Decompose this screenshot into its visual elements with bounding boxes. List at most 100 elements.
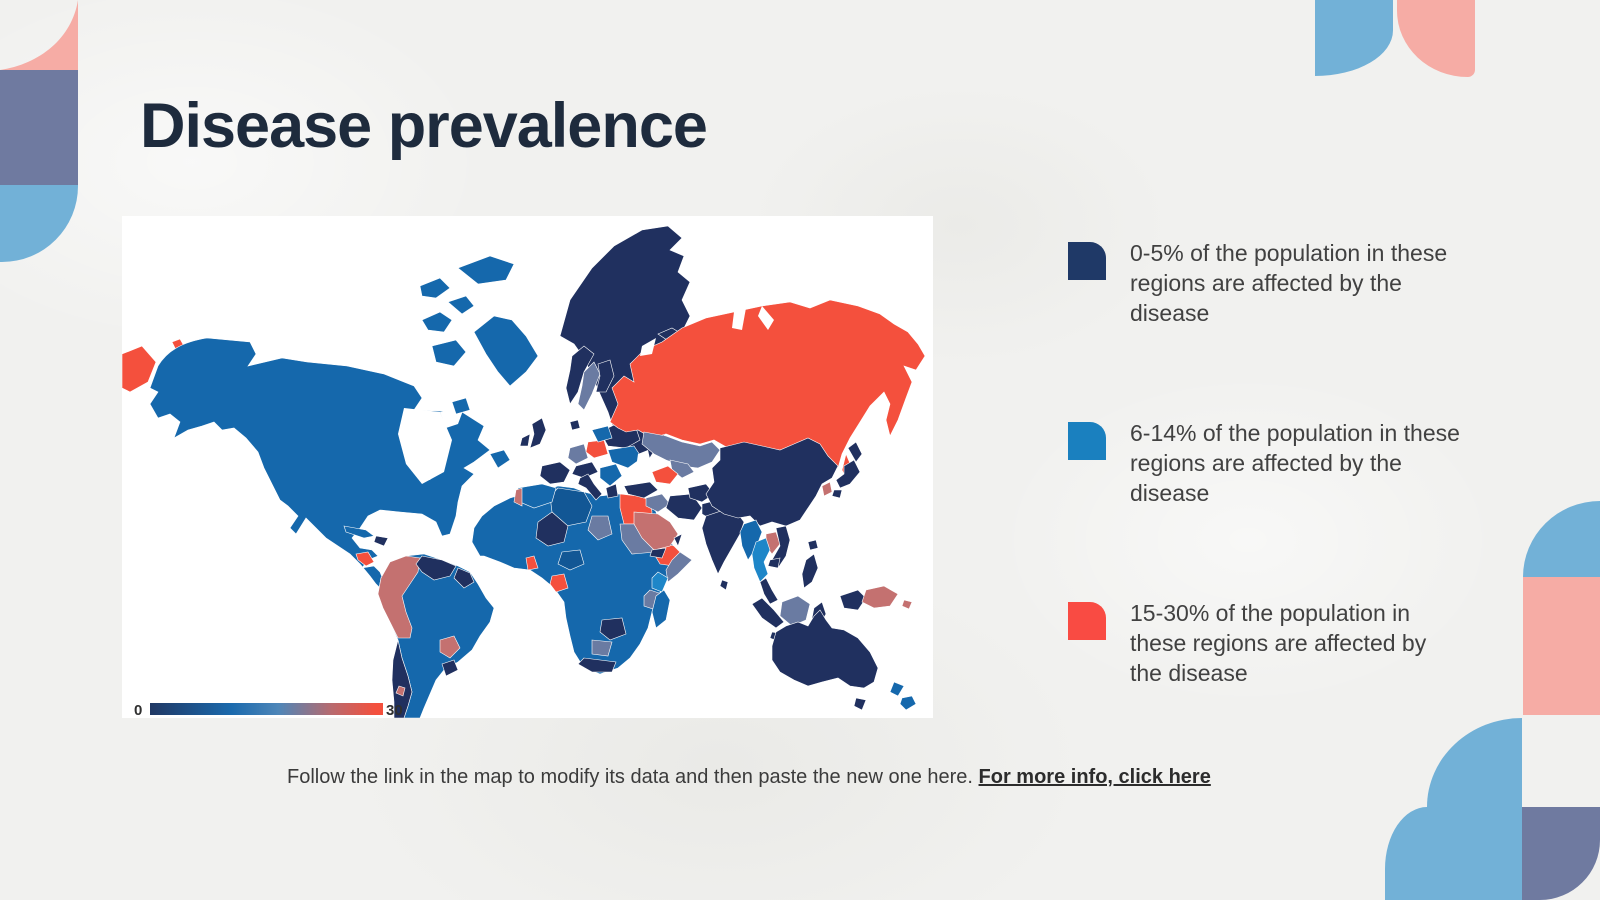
region-nigeria [557, 549, 585, 571]
region-balkans [599, 463, 623, 487]
region-south-america [377, 553, 495, 718]
footer-more-info-link[interactable]: For more info, click here [978, 766, 1211, 788]
colorbar [150, 703, 383, 715]
region-ireland [519, 433, 531, 447]
region-guyanas [453, 567, 475, 589]
region-sweden [577, 361, 601, 411]
great-lakes [414, 468, 434, 480]
region-arctic-island-qe2 [447, 295, 475, 315]
region-north-america [149, 337, 491, 593]
region-somalia [665, 551, 693, 583]
region-poland [585, 439, 609, 459]
region-kazakhstan [641, 431, 721, 469]
region-vietnam [771, 525, 791, 569]
page-title: Disease prevalence [140, 91, 708, 161]
decor-bottom-right-blue-quarter [1427, 718, 1522, 807]
region-greece [605, 483, 619, 499]
legend-swatch-blue [1068, 422, 1106, 460]
region-arctic-island-banks [421, 311, 453, 333]
region-philippines [801, 553, 819, 589]
region-norway [565, 345, 595, 405]
region-west-papua [839, 589, 867, 611]
region-germany [567, 443, 589, 465]
region-malay-peninsula [759, 577, 779, 605]
legend-swatch-red [1068, 602, 1106, 640]
footer-text: Follow the link in the map to modify its… [287, 766, 979, 788]
yenisei-gulf [758, 306, 774, 330]
legend-item-6-14: 6-14% of the population in these regions… [1068, 418, 1460, 508]
region-oman [673, 533, 683, 547]
region-new-zealand-south [899, 695, 917, 711]
region-new-zealand-north [889, 681, 905, 697]
region-botswana [591, 639, 613, 657]
region-chukotka [122, 345, 157, 393]
world-choropleth-map: 0 30 [122, 225, 926, 718]
region-sri-lanka [719, 579, 729, 591]
region-france [539, 461, 571, 485]
region-turkmenistan [651, 465, 679, 485]
region-tasmania [853, 697, 867, 711]
decor-bottom-right-slate-shape [1522, 807, 1600, 900]
region-thailand [751, 537, 771, 583]
region-gabon [549, 573, 569, 593]
region-turkey [623, 481, 659, 499]
region-portugal [513, 487, 523, 507]
region-yemen [649, 547, 667, 559]
region-japan-kyushu [831, 489, 843, 499]
region-solomons [901, 599, 913, 610]
ob-gulf [732, 308, 746, 330]
region-italy [577, 473, 603, 501]
white-sea [640, 338, 656, 356]
footer-note: Follow the link in the map to modify its… [287, 766, 1297, 789]
legend-label-0-5: 0-5% of the population in these regions … [1130, 240, 1448, 326]
region-paraguay [439, 635, 461, 659]
region-papua-new-guinea [861, 585, 899, 609]
decor-top-left-pink-fillet [0, 0, 78, 70]
region-ghana [525, 555, 539, 571]
legend-swatch-navy [1068, 242, 1106, 280]
region-chile-rose-spot [395, 685, 406, 697]
legend-label-6-14: 6-14% of the population in these regions… [1130, 420, 1460, 506]
region-zambia [599, 617, 627, 641]
region-madagascar [651, 589, 671, 629]
caspian-sea [636, 450, 652, 478]
region-chile [391, 639, 413, 718]
hudson-bay [398, 408, 452, 484]
region-venezuela [415, 555, 457, 581]
region-south-africa [577, 657, 617, 673]
region-arctic-island-victoria [431, 339, 467, 367]
region-south-korea [821, 481, 833, 497]
region-ukraine [607, 445, 643, 469]
region-australia [771, 609, 879, 689]
legend-label-15-30: 15-30% of the population in these region… [1130, 600, 1427, 686]
region-uzbekistan [669, 459, 695, 479]
region-mali [535, 511, 569, 547]
decor-top-right-pink-shape [1397, 0, 1475, 77]
region-nicaragua [355, 551, 375, 567]
legend-item-0-5: 0-5% of the population in these regions … [1068, 238, 1460, 328]
region-china [705, 437, 839, 527]
region-hispaniola [373, 535, 389, 547]
region-cambodia [767, 557, 781, 569]
region-uruguay [441, 659, 459, 677]
region-kenya [651, 571, 669, 593]
colorbar-min-label: 0 [134, 702, 142, 718]
decor-top-left-blue-quarter [0, 185, 78, 262]
decor-right-blue-quarter [1523, 501, 1600, 577]
region-finland [595, 359, 615, 393]
region-baltics [591, 425, 613, 443]
region-india [701, 509, 745, 575]
region-borneo [779, 595, 811, 627]
region-arctic-island-ellesmere [457, 255, 515, 285]
region-iraq-syria [645, 493, 671, 513]
legend-item-15-30: 15-30% of the population in these region… [1068, 598, 1460, 688]
region-japan-honshu [835, 459, 861, 489]
region-saudi-arabia [633, 511, 679, 551]
decor-right-pink-rect [1523, 577, 1600, 715]
decor-top-left-slate-rect [0, 70, 78, 185]
decor-bottom-right-blue-foot [1385, 807, 1522, 900]
region-arctic-island-baffin [473, 315, 539, 387]
region-uk [529, 417, 547, 449]
disease-map-embed[interactable]: 0 30 [122, 216, 933, 718]
